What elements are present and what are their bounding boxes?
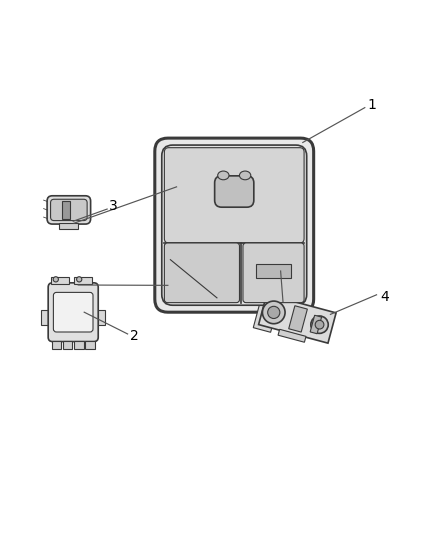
Circle shape bbox=[315, 320, 324, 329]
Bar bbox=[62, 201, 70, 219]
Polygon shape bbox=[253, 292, 280, 332]
Ellipse shape bbox=[218, 171, 229, 180]
Circle shape bbox=[53, 277, 58, 282]
Text: 3: 3 bbox=[110, 199, 118, 213]
Bar bbox=[256, 264, 291, 278]
FancyBboxPatch shape bbox=[162, 145, 307, 305]
FancyBboxPatch shape bbox=[215, 176, 254, 207]
Circle shape bbox=[311, 316, 328, 333]
Text: 1: 1 bbox=[367, 99, 376, 112]
Text: 2: 2 bbox=[130, 329, 138, 343]
Circle shape bbox=[77, 277, 82, 282]
Circle shape bbox=[262, 301, 285, 324]
Text: 4: 4 bbox=[380, 290, 389, 304]
FancyBboxPatch shape bbox=[53, 293, 93, 332]
FancyBboxPatch shape bbox=[164, 243, 240, 303]
Circle shape bbox=[268, 306, 280, 319]
Polygon shape bbox=[289, 306, 307, 332]
FancyBboxPatch shape bbox=[50, 199, 87, 221]
FancyBboxPatch shape bbox=[243, 243, 304, 303]
Bar bbox=[41, 310, 49, 325]
Bar bbox=[74, 277, 92, 284]
Bar bbox=[97, 310, 105, 325]
Bar bbox=[51, 277, 69, 284]
Polygon shape bbox=[278, 329, 306, 342]
Bar bbox=[74, 341, 84, 350]
Polygon shape bbox=[310, 315, 321, 334]
FancyBboxPatch shape bbox=[155, 138, 314, 312]
FancyBboxPatch shape bbox=[47, 196, 91, 224]
FancyBboxPatch shape bbox=[48, 283, 98, 342]
Bar bbox=[85, 341, 95, 350]
FancyBboxPatch shape bbox=[164, 148, 304, 243]
Bar bbox=[52, 341, 61, 350]
Ellipse shape bbox=[240, 171, 251, 180]
Bar bbox=[63, 341, 72, 350]
Polygon shape bbox=[258, 294, 336, 343]
Bar bbox=[59, 223, 78, 229]
